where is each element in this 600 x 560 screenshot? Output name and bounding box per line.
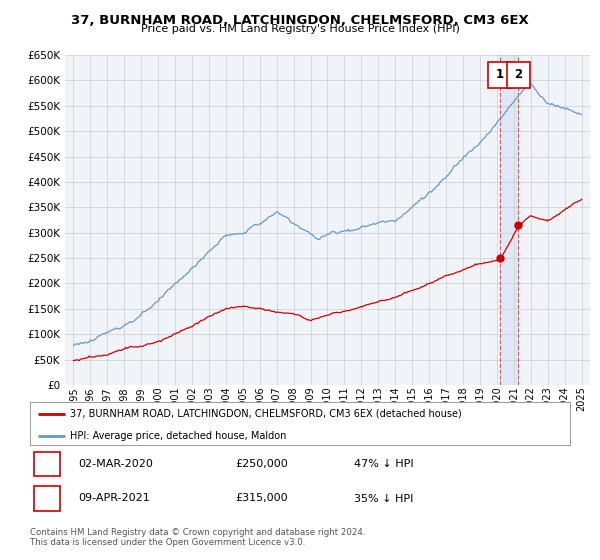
FancyBboxPatch shape — [506, 62, 530, 88]
Text: 47% ↓ HPI: 47% ↓ HPI — [354, 459, 413, 469]
Text: Price paid vs. HM Land Registry's House Price Index (HPI): Price paid vs. HM Land Registry's House … — [140, 24, 460, 34]
Text: HPI: Average price, detached house, Maldon: HPI: Average price, detached house, Mald… — [71, 431, 287, 441]
Text: 1: 1 — [43, 457, 52, 470]
Text: £250,000: £250,000 — [235, 459, 288, 469]
FancyBboxPatch shape — [488, 62, 512, 88]
Text: 35% ↓ HPI: 35% ↓ HPI — [354, 493, 413, 503]
FancyBboxPatch shape — [34, 487, 60, 511]
Text: 2: 2 — [43, 492, 52, 505]
Text: 09-APR-2021: 09-APR-2021 — [79, 493, 151, 503]
Text: £315,000: £315,000 — [235, 493, 288, 503]
Text: 37, BURNHAM ROAD, LATCHINGDON, CHELMSFORD, CM3 6EX (detached house): 37, BURNHAM ROAD, LATCHINGDON, CHELMSFOR… — [71, 409, 462, 419]
FancyBboxPatch shape — [34, 451, 60, 476]
Bar — [500, 55, 518, 385]
Text: 2: 2 — [514, 68, 523, 81]
Text: Contains HM Land Registry data © Crown copyright and database right 2024.
This d: Contains HM Land Registry data © Crown c… — [30, 528, 365, 547]
Text: 37, BURNHAM ROAD, LATCHINGDON, CHELMSFORD, CM3 6EX: 37, BURNHAM ROAD, LATCHINGDON, CHELMSFOR… — [71, 14, 529, 27]
Text: 1: 1 — [496, 68, 504, 81]
Text: 02-MAR-2020: 02-MAR-2020 — [79, 459, 154, 469]
